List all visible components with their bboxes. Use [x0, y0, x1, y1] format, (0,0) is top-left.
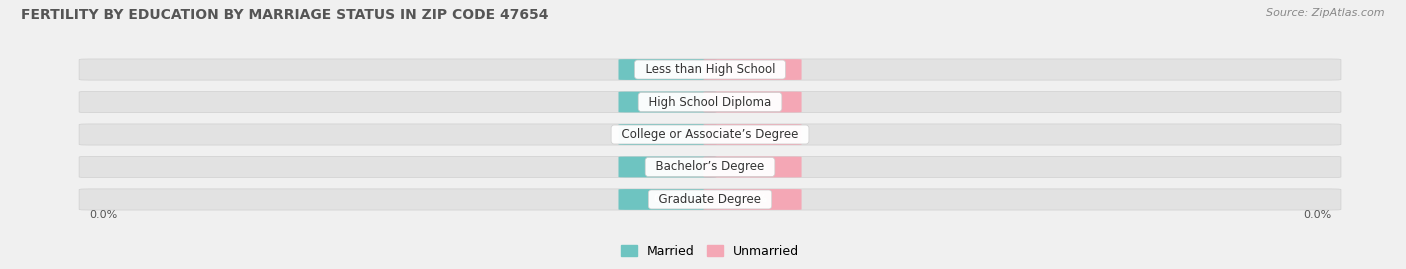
FancyBboxPatch shape	[619, 92, 717, 112]
Text: 0.0%: 0.0%	[652, 65, 682, 75]
Text: 0.0%: 0.0%	[738, 162, 768, 172]
FancyBboxPatch shape	[703, 189, 801, 210]
Text: Less than High School: Less than High School	[637, 63, 783, 76]
FancyBboxPatch shape	[619, 59, 717, 80]
Text: 0.0%: 0.0%	[652, 129, 682, 140]
FancyBboxPatch shape	[703, 157, 801, 177]
Text: 0.0%: 0.0%	[89, 210, 117, 220]
Text: 0.0%: 0.0%	[652, 194, 682, 204]
FancyBboxPatch shape	[79, 124, 1341, 145]
FancyBboxPatch shape	[79, 157, 1341, 178]
Text: Bachelor’s Degree: Bachelor’s Degree	[648, 161, 772, 174]
Text: 0.0%: 0.0%	[738, 194, 768, 204]
FancyBboxPatch shape	[79, 91, 1341, 112]
Text: 0.0%: 0.0%	[652, 162, 682, 172]
Text: Source: ZipAtlas.com: Source: ZipAtlas.com	[1267, 8, 1385, 18]
Text: 0.0%: 0.0%	[652, 97, 682, 107]
Text: 0.0%: 0.0%	[738, 97, 768, 107]
FancyBboxPatch shape	[79, 59, 1341, 80]
FancyBboxPatch shape	[619, 157, 717, 177]
Text: 0.0%: 0.0%	[738, 65, 768, 75]
Text: College or Associate’s Degree: College or Associate’s Degree	[614, 128, 806, 141]
Text: 0.0%: 0.0%	[1303, 210, 1331, 220]
FancyBboxPatch shape	[703, 59, 801, 80]
Text: High School Diploma: High School Diploma	[641, 95, 779, 108]
FancyBboxPatch shape	[703, 124, 801, 145]
Legend: Married, Unmarried: Married, Unmarried	[616, 239, 804, 263]
FancyBboxPatch shape	[79, 189, 1341, 210]
Text: Graduate Degree: Graduate Degree	[651, 193, 769, 206]
FancyBboxPatch shape	[619, 124, 717, 145]
FancyBboxPatch shape	[703, 92, 801, 112]
Text: 0.0%: 0.0%	[738, 129, 768, 140]
Text: FERTILITY BY EDUCATION BY MARRIAGE STATUS IN ZIP CODE 47654: FERTILITY BY EDUCATION BY MARRIAGE STATU…	[21, 8, 548, 22]
FancyBboxPatch shape	[619, 189, 717, 210]
